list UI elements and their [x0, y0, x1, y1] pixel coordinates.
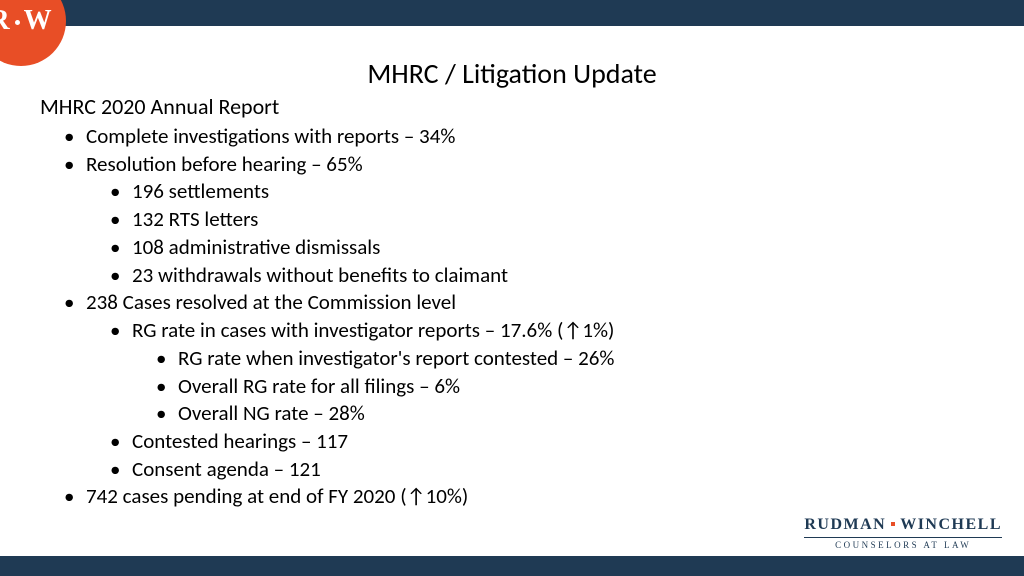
- list-item: Contested hearings – 117: [86, 428, 984, 456]
- list-item: Complete investigations with reports – 3…: [40, 123, 984, 151]
- brand-logo-circle: R W: [0, 0, 66, 66]
- list-item-label: RG rate in cases with investigator repor…: [132, 317, 614, 343]
- list-item-label: 238 Cases resolved at the Commission lev…: [86, 289, 456, 315]
- brand-logo-dot-icon: [15, 20, 20, 25]
- footer-tagline: COUNSELORS AT LAW: [804, 540, 1002, 550]
- footer-brand: RUDMAN WINCHELL COUNSELORS AT LAW: [804, 516, 1002, 550]
- list-item: 108 administrative dismissals: [86, 234, 984, 262]
- top-bar: [0, 0, 1024, 26]
- footer-brand-name: RUDMAN WINCHELL: [804, 516, 1002, 534]
- brand-logo-text: R W: [0, 5, 53, 37]
- slide: R W MHRC / Litigation Update MHRC 2020 A…: [0, 0, 1024, 576]
- brand-logo: R W: [0, 0, 66, 66]
- list-item: Resolution before hearing – 65% 196 sett…: [40, 151, 984, 290]
- bullet-list-level2: RG rate in cases with investigator repor…: [86, 317, 984, 483]
- footer-brand-left: RUDMAN: [804, 516, 886, 534]
- bullet-list-level2: 196 settlements 132 RTS letters 108 admi…: [86, 178, 984, 289]
- list-item: 238 Cases resolved at the Commission lev…: [40, 289, 984, 483]
- list-item: 196 settlements: [86, 178, 984, 206]
- footer-brand-dot-icon: [891, 522, 895, 526]
- list-item: 742 cases pending at end of FY 2020 (↑10…: [40, 483, 984, 511]
- list-item: Overall RG rate for all filings – 6%: [132, 373, 984, 401]
- subtitle: MHRC 2020 Annual Report: [40, 92, 984, 121]
- list-item: RG rate in cases with investigator repor…: [86, 317, 984, 428]
- list-item: RG rate when investigator's report conte…: [132, 345, 984, 373]
- list-item: Consent agenda – 121: [86, 456, 984, 484]
- slide-body: MHRC 2020 Annual Report Complete investi…: [40, 92, 984, 511]
- brand-logo-left: R: [0, 5, 11, 37]
- brand-logo-right: W: [24, 5, 53, 37]
- footer-divider: [804, 537, 1002, 538]
- list-item: Overall NG rate – 28%: [132, 400, 984, 428]
- slide-title: MHRC / Litigation Update: [0, 56, 1024, 91]
- list-item-label: Resolution before hearing – 65%: [86, 151, 363, 177]
- bullet-list-level3: RG rate when investigator's report conte…: [132, 345, 984, 428]
- bullet-list-level1: Complete investigations with reports – 3…: [40, 123, 984, 511]
- list-item: 23 withdrawals without benefits to claim…: [86, 262, 984, 290]
- footer-brand-right: WINCHELL: [900, 516, 1002, 534]
- list-item: 132 RTS letters: [86, 206, 984, 234]
- bottom-bar: [0, 556, 1024, 576]
